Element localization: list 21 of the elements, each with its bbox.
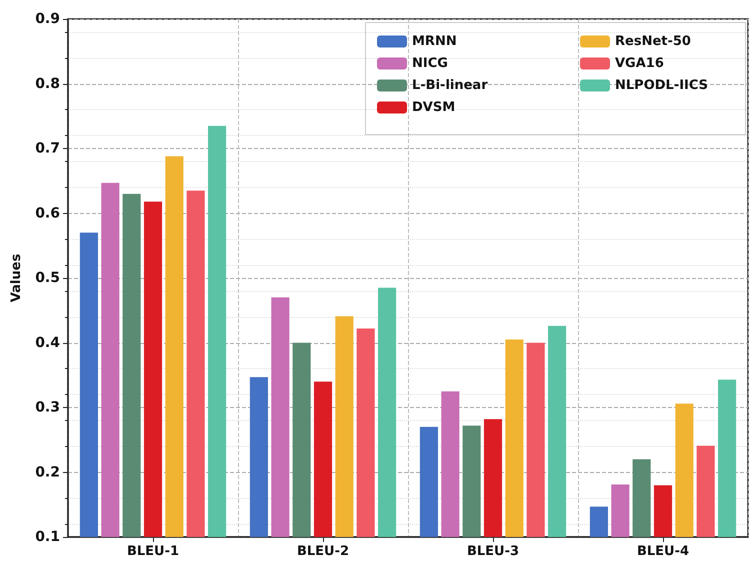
y-axis-title: Values (9, 254, 24, 302)
y-tick-label: 0.2 (35, 464, 60, 480)
y-tick-label: 0.5 (35, 270, 60, 286)
y-tick-label: 0.9 (35, 11, 60, 27)
legend-label: NLPODL-IICS (615, 78, 708, 93)
x-tick-label: BLEU-4 (636, 544, 690, 559)
y-tick-label: 0.6 (35, 205, 60, 222)
legend-label: L-Bi-linear (412, 78, 488, 93)
y-tick-label: 0.4 (35, 334, 60, 351)
legend-label: DVSM (412, 100, 456, 115)
x-tick-label: BLEU-2 (296, 544, 350, 559)
x-tick-label: BLEU-1 (126, 544, 180, 559)
y-tick-label: 0.3 (35, 400, 60, 416)
legend-label: MRNN (412, 34, 457, 49)
x-tick-label: BLEU-3 (466, 544, 520, 559)
y-tick-label: 0.8 (35, 76, 60, 92)
y-tick-label: 0.7 (35, 140, 60, 156)
legend-label: VGA16 (615, 56, 664, 71)
y-tick-label: 0.1 (35, 529, 60, 545)
legend-label: NICG (412, 56, 448, 71)
legend-label: ResNet-50 (615, 34, 691, 49)
